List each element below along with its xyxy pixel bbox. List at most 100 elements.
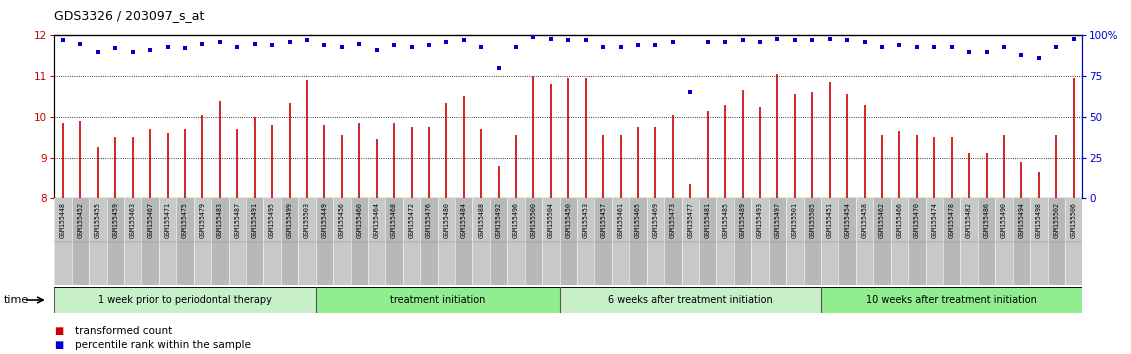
Point [54,38,72,43]
Text: GSM155492: GSM155492 [495,202,502,238]
Bar [612,198,629,285]
Text: GSM155454: GSM155454 [844,202,851,238]
Bar [995,198,1012,285]
Point [629,42,647,48]
Point [803,38,821,43]
Bar [403,198,421,285]
Point [420,42,438,48]
Point [734,38,752,43]
Bar [803,198,821,285]
Text: GSM155477: GSM155477 [688,202,693,238]
Bar [647,198,664,285]
Bar [421,198,438,285]
Bar [1012,198,1030,285]
Text: GSM155479: GSM155479 [199,202,206,238]
Bar [525,198,542,285]
Bar [838,198,856,285]
Text: GSM155499: GSM155499 [286,202,293,238]
Point [438,39,456,45]
Bar [141,198,158,285]
Text: GSM155469: GSM155469 [653,202,658,238]
Point [89,49,107,55]
Bar [368,198,386,285]
Text: GSM155448: GSM155448 [60,202,66,238]
Point [333,44,351,50]
Text: GSM155470: GSM155470 [914,202,920,238]
Text: GSM155497: GSM155497 [775,202,780,238]
Bar [856,198,873,285]
Point [1047,44,1065,50]
Point [1029,55,1047,61]
Bar [786,198,803,285]
Bar [106,198,124,285]
Point [123,49,141,55]
Point [1064,36,1082,41]
Point [280,39,299,45]
Text: GSM155451: GSM155451 [827,202,832,238]
Bar [734,198,751,285]
Point [647,42,665,48]
Point [245,41,264,46]
Bar [124,198,141,285]
Point [490,65,508,71]
Text: GSM155483: GSM155483 [217,202,223,238]
Point [890,42,908,48]
Point [141,47,159,53]
Text: GSM155476: GSM155476 [426,202,432,238]
Text: GSM155472: GSM155472 [408,202,414,238]
Text: GSM155505: GSM155505 [810,202,815,238]
Text: GSM155501: GSM155501 [792,202,797,238]
Point [594,44,612,50]
Point [507,44,525,50]
Bar [211,198,228,285]
Text: GSM155468: GSM155468 [391,202,397,238]
Bar [193,198,211,285]
Bar [577,198,595,285]
Bar [960,198,978,285]
Text: GSM155481: GSM155481 [705,202,710,238]
Bar [316,198,334,285]
Text: GSM155449: GSM155449 [321,202,327,238]
Text: 1 week prior to periodontal therapy: 1 week prior to periodontal therapy [98,295,271,305]
Point [751,39,769,45]
Point [351,41,369,46]
Text: GSM155498: GSM155498 [1036,202,1042,238]
Bar [560,198,577,285]
Point [960,49,978,55]
Text: GSM155480: GSM155480 [443,202,449,238]
Text: GSM155484: GSM155484 [460,202,467,238]
Bar [54,287,316,313]
Point [786,38,804,43]
Text: GSM155455: GSM155455 [95,202,101,238]
Point [403,44,421,50]
Bar [560,287,821,313]
Point [873,44,891,50]
Point [264,42,282,48]
Bar [438,198,455,285]
Point [193,41,211,46]
Text: GSM155496: GSM155496 [513,202,519,238]
Bar [264,198,280,285]
Bar [54,198,71,285]
Text: GSM155450: GSM155450 [566,202,571,238]
Point [542,36,560,41]
Text: GSM155506: GSM155506 [1071,202,1077,238]
Text: GSM155490: GSM155490 [1001,202,1007,238]
Text: 10 weeks after treatment initiation: 10 weeks after treatment initiation [866,295,1037,305]
Point [106,46,124,51]
Text: GSM155471: GSM155471 [164,202,171,238]
Point [176,46,195,51]
Text: GSM155504: GSM155504 [547,202,554,238]
Point [612,44,630,50]
Text: GSM155456: GSM155456 [339,202,345,238]
Point [1012,52,1030,58]
Point [577,38,595,43]
Point [368,47,386,53]
Point [995,44,1013,50]
Bar [508,198,525,285]
Bar [386,198,403,285]
Text: time: time [3,295,28,305]
Point [821,36,839,41]
Text: percentile rank within the sample: percentile rank within the sample [75,340,251,350]
Point [699,39,717,45]
